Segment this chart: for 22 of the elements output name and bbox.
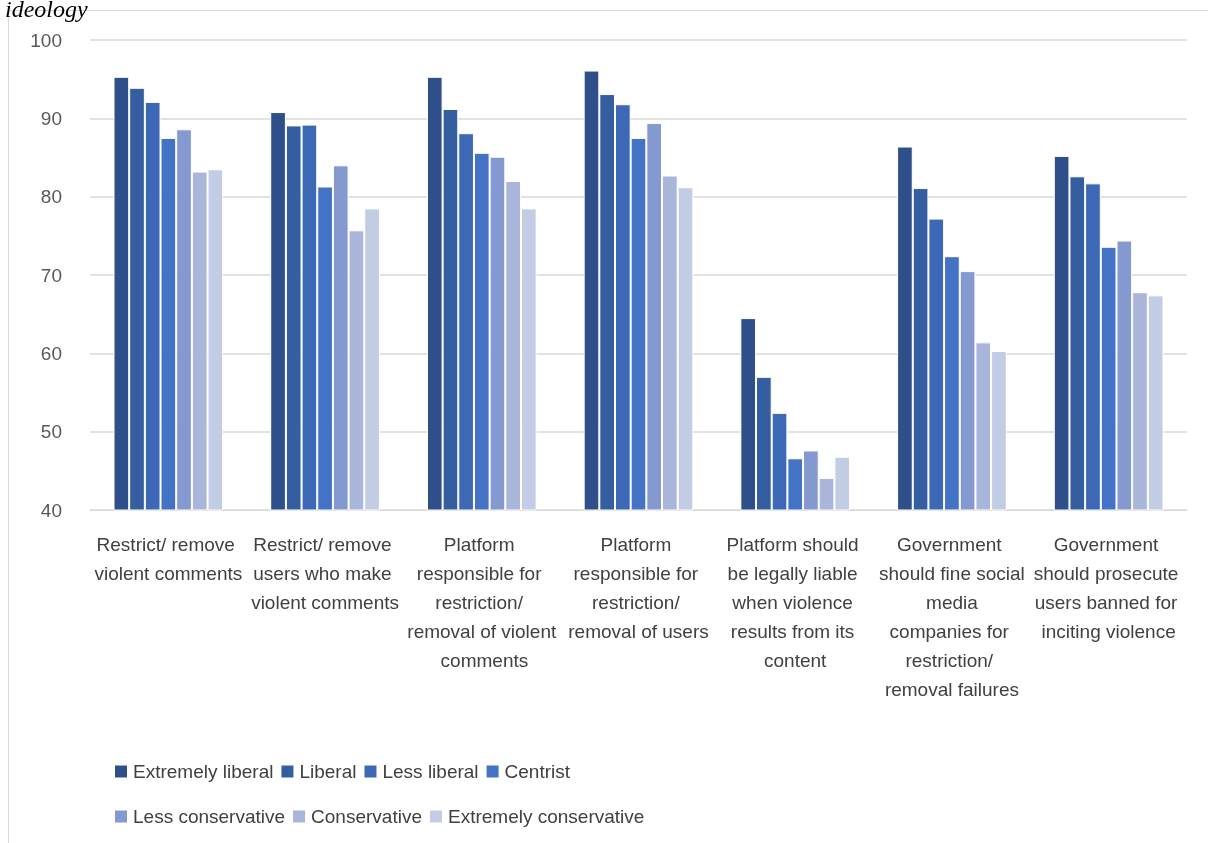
chart-title: ideology [5,0,88,22]
x-tick-label: Platform responsible for restriction/ removal of users [568,534,709,642]
x-tick-label: Government should prosecute users banned for inciting violence [1033,534,1184,642]
x-tick-label: Platform should be legally liable when violence results from its content [726,534,864,671]
y-tick-label: 40 [40,499,62,521]
y-tick-label: 50 [40,421,62,443]
x-tick-label: Restrict/ remove violent comments [94,534,243,584]
legend-label: Centrist [504,761,571,782]
x-tick-label: Platform responsible for restriction/ removal of violent comments [407,534,557,671]
y-tick-label: 100 [30,29,62,51]
y-tick-label: 80 [40,186,62,208]
legend-label: Extremely liberal [133,761,274,782]
legend-label: Liberal [299,761,357,782]
y-tick-label: 70 [40,264,62,286]
legend-label: Conservative [311,806,422,827]
x-tick-label: Government should fine social media companies for restriction/ removal failures [879,534,1025,700]
legend-label: Less conservative [133,806,286,827]
y-tick-label: 90 [40,107,62,129]
x-tick-label: Restrict/ remove users who make violent comments [251,534,399,613]
y-tick-label: 60 [40,342,62,364]
legend-label: Less liberal [382,761,479,782]
legend-label: Extremely conservative [447,806,645,827]
